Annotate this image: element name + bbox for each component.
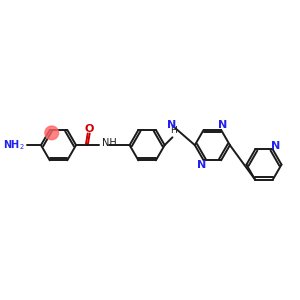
Circle shape xyxy=(45,126,58,140)
Text: NH$_2$: NH$_2$ xyxy=(3,138,24,152)
Text: O: O xyxy=(84,124,93,134)
Text: NH: NH xyxy=(102,138,117,148)
Text: N: N xyxy=(197,160,206,170)
Text: N: N xyxy=(271,140,280,151)
Text: N: N xyxy=(218,120,228,130)
Text: H: H xyxy=(170,126,177,135)
Text: N: N xyxy=(167,120,176,130)
